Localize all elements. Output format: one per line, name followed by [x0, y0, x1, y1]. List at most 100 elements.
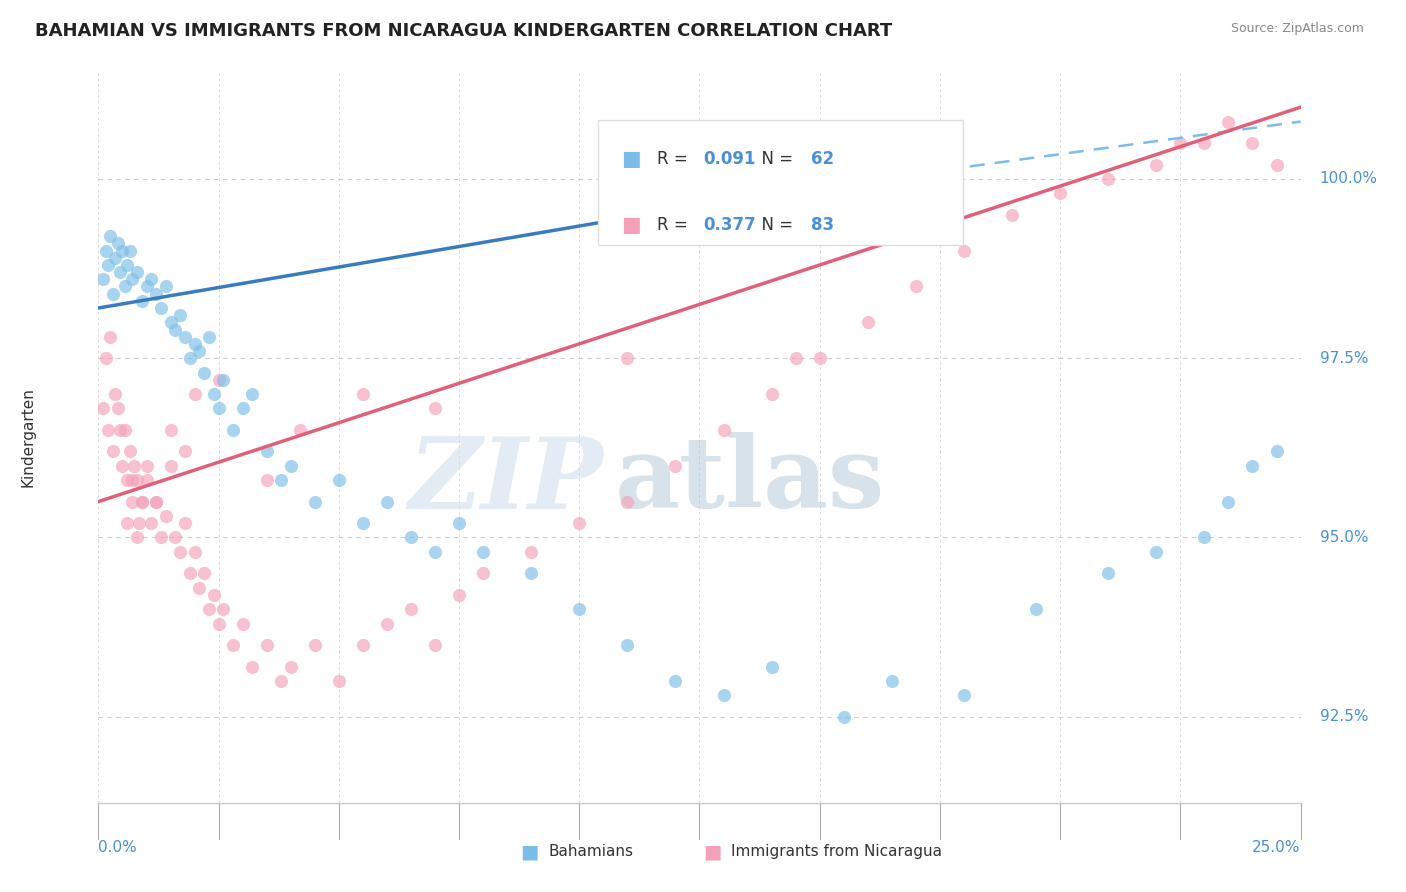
Point [101, 444, 124, 458]
Point [423, 401, 446, 416]
Point [1144, 545, 1167, 559]
Point [174, 516, 197, 530]
Point [240, 387, 263, 401]
Point [117, 258, 139, 272]
Text: Kindergarten: Kindergarten [21, 387, 37, 487]
Point [114, 423, 136, 437]
Point [118, 444, 141, 458]
Point [107, 401, 129, 416]
Point [352, 638, 374, 652]
Point [713, 423, 735, 437]
Point [193, 566, 215, 581]
Point [108, 423, 131, 437]
Text: Bahamians: Bahamians [548, 845, 633, 859]
Point [165, 322, 187, 336]
Point [165, 531, 187, 545]
Point [713, 688, 735, 702]
Point [131, 494, 153, 508]
Point [1049, 186, 1071, 201]
Point [135, 473, 157, 487]
Point [447, 588, 470, 602]
Point [121, 494, 143, 508]
Point [141, 272, 163, 286]
Point [664, 673, 686, 688]
Point [232, 401, 254, 416]
Text: 25.0%: 25.0% [1253, 840, 1301, 855]
Point [904, 279, 927, 293]
Point [953, 244, 976, 258]
Point [1025, 602, 1047, 616]
Point [169, 545, 191, 559]
Point [121, 272, 143, 286]
Text: ■: ■ [520, 842, 538, 862]
Point [141, 516, 163, 530]
Point [304, 638, 326, 652]
Point [304, 494, 326, 508]
Point [761, 659, 783, 673]
Point [1194, 136, 1216, 150]
Point [664, 458, 686, 473]
Text: ■: ■ [703, 842, 721, 862]
Point [97, 423, 120, 437]
Point [117, 473, 139, 487]
Point [447, 516, 470, 530]
Point [212, 602, 235, 616]
Point [145, 286, 167, 301]
Point [128, 516, 150, 530]
Point [1194, 531, 1216, 545]
Point [179, 351, 201, 366]
Point [108, 265, 131, 279]
Point [472, 545, 495, 559]
Point [568, 516, 591, 530]
Point [270, 673, 292, 688]
Text: 83: 83 [811, 216, 834, 234]
Text: 100.0%: 100.0% [1320, 171, 1378, 186]
Point [94, 244, 117, 258]
Point [222, 423, 245, 437]
Point [183, 545, 205, 559]
Point [174, 444, 197, 458]
Point [856, 315, 879, 329]
Point [256, 444, 278, 458]
Point [124, 458, 146, 473]
Point [520, 566, 543, 581]
Point [1218, 494, 1240, 508]
Text: ■: ■ [621, 215, 641, 235]
Point [1241, 458, 1264, 473]
Point [1170, 136, 1192, 150]
Point [399, 531, 422, 545]
Point [1218, 114, 1240, 128]
Point [520, 545, 543, 559]
Point [290, 423, 312, 437]
Text: 62: 62 [811, 150, 834, 168]
Point [256, 473, 278, 487]
Point [125, 473, 148, 487]
Point [107, 236, 129, 251]
Point [202, 387, 225, 401]
Point [375, 616, 398, 631]
Point [1097, 172, 1119, 186]
Text: N =: N = [751, 216, 799, 234]
Point [174, 329, 197, 343]
Point [616, 638, 638, 652]
Point [1097, 566, 1119, 581]
Point [280, 659, 302, 673]
Point [159, 315, 181, 329]
Text: R =: R = [657, 216, 693, 234]
Point [240, 659, 263, 673]
Point [131, 494, 153, 508]
Point [114, 279, 136, 293]
Point [202, 588, 225, 602]
Point [121, 473, 143, 487]
Point [423, 638, 446, 652]
Point [270, 473, 292, 487]
Point [159, 423, 181, 437]
Point [135, 458, 157, 473]
Point [125, 531, 148, 545]
Point [328, 473, 350, 487]
Point [352, 516, 374, 530]
Point [208, 373, 231, 387]
Text: 0.091: 0.091 [703, 150, 755, 168]
Point [616, 494, 638, 508]
Point [117, 516, 139, 530]
